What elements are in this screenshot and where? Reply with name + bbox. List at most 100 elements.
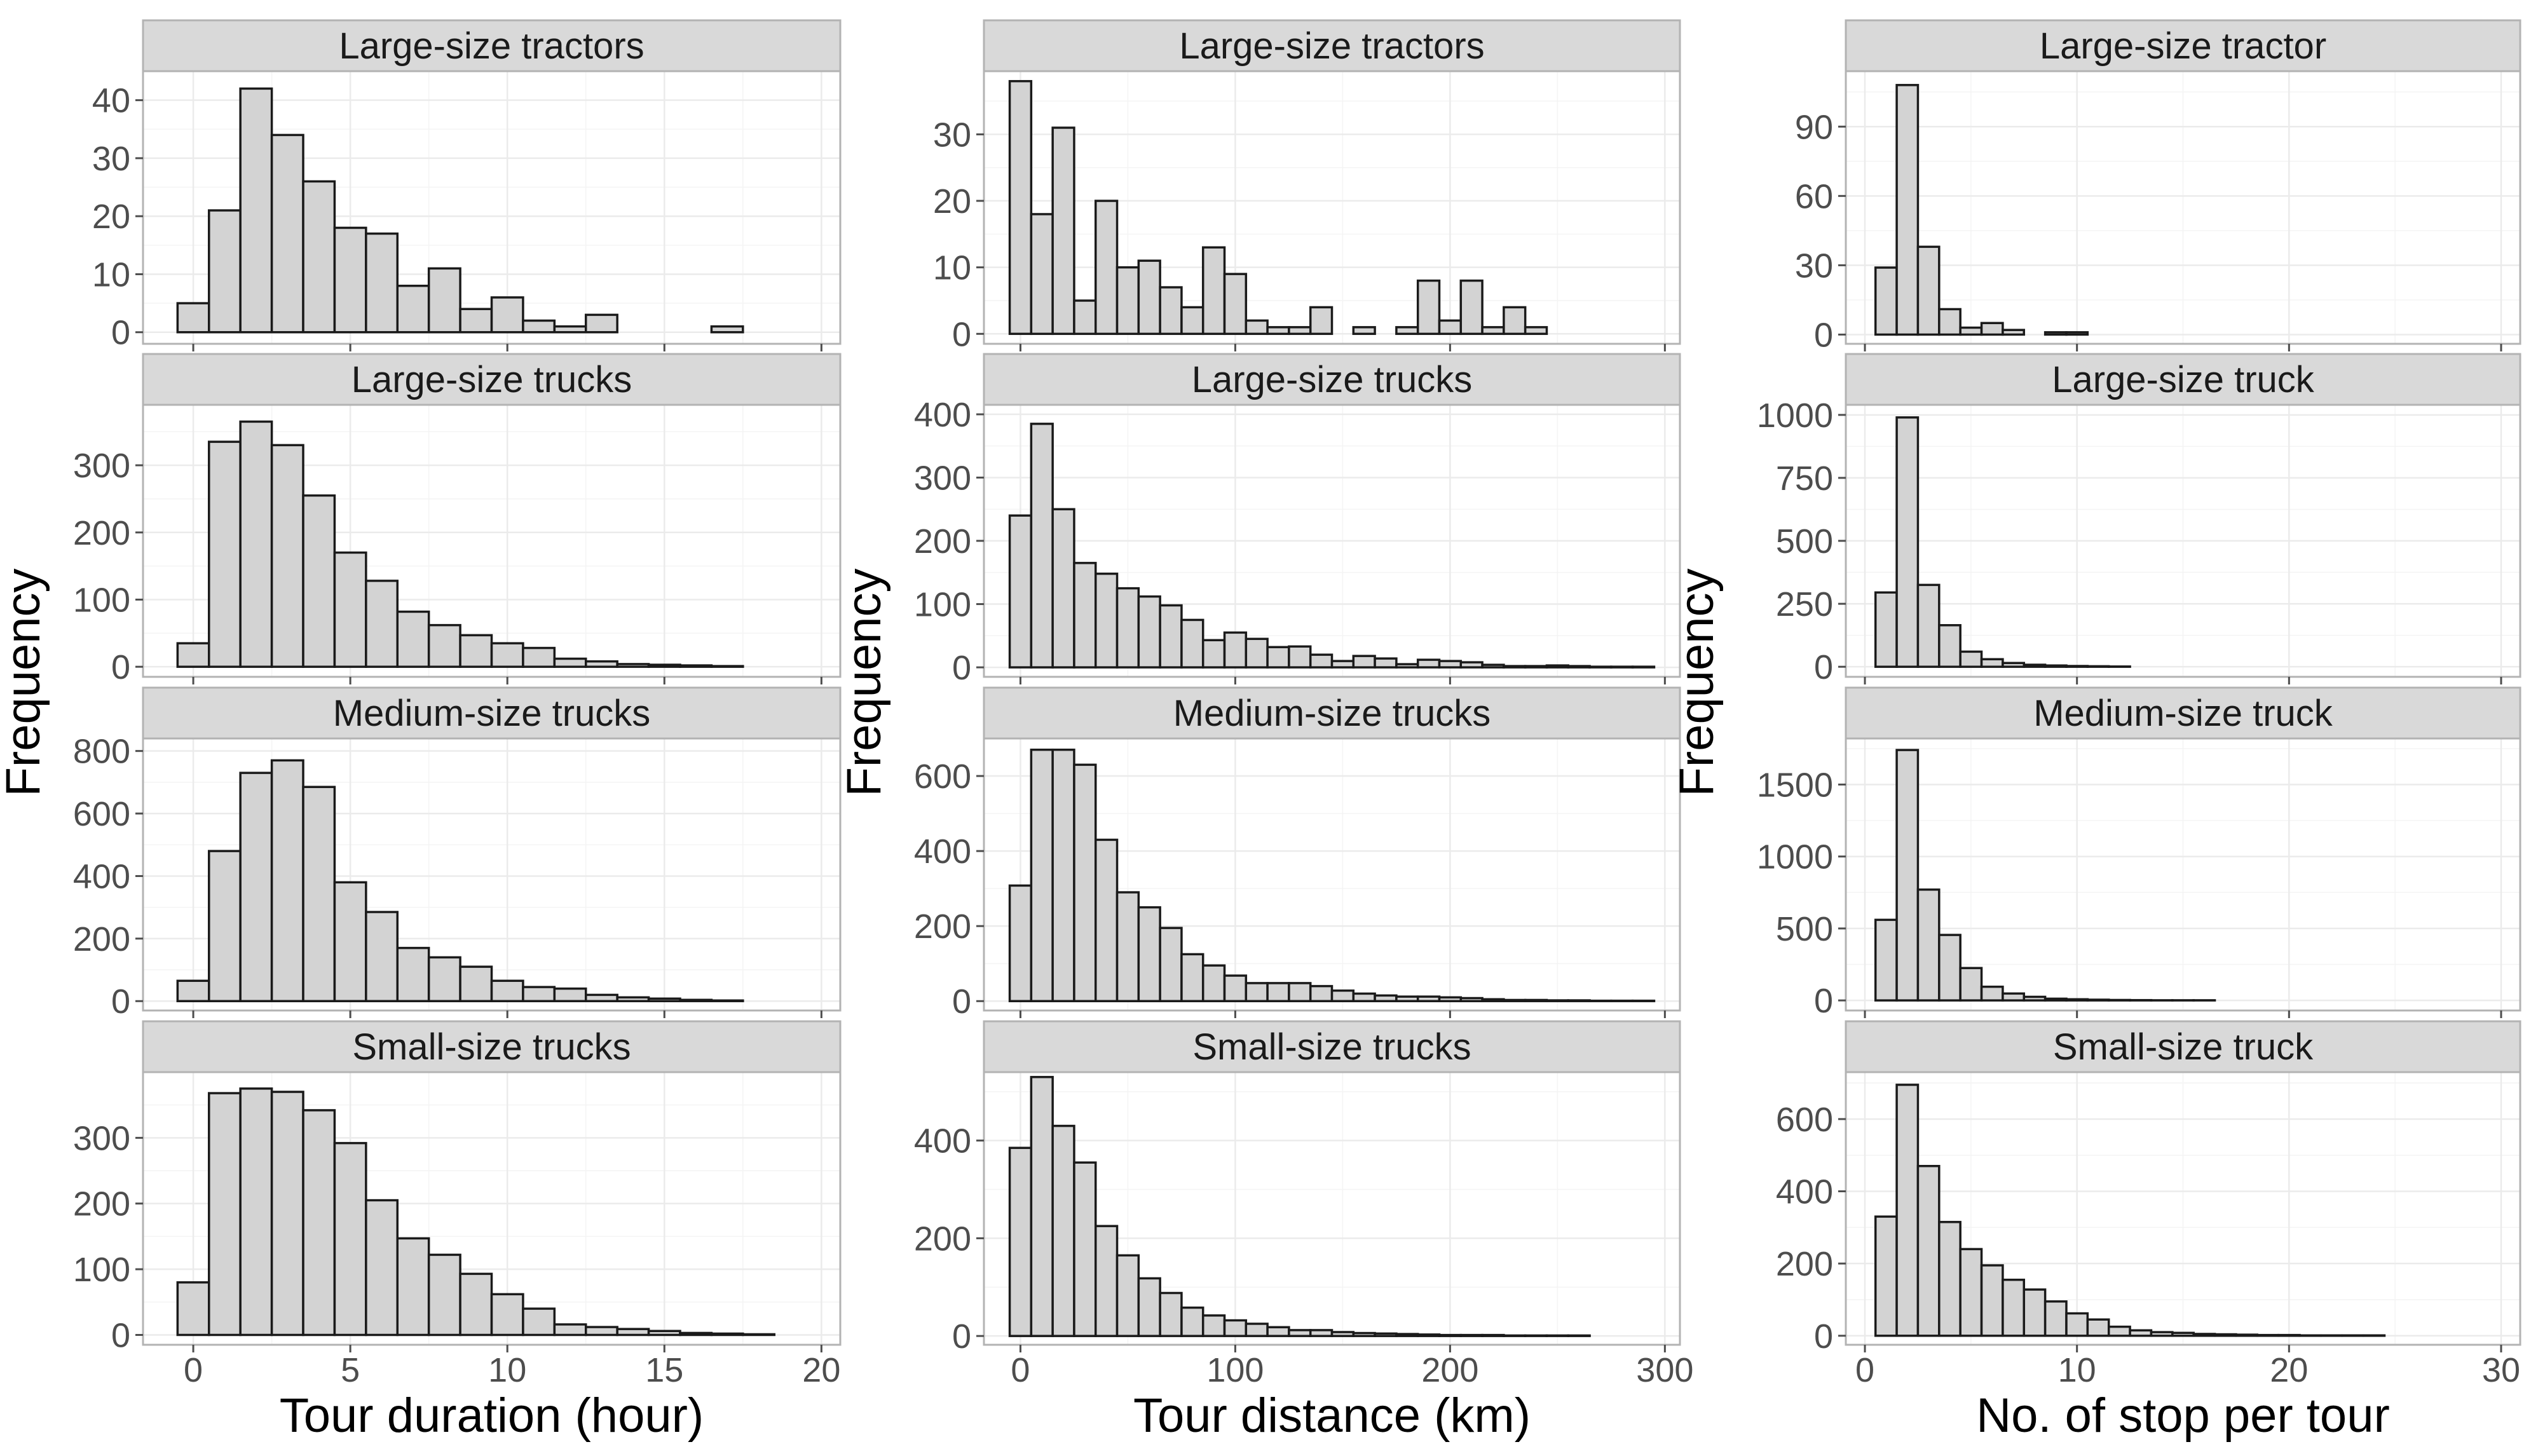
facet-panel: Large-size tractors 0 10 20 30 40: [92, 19, 842, 352]
x-tick-label: 0: [1855, 1351, 1874, 1389]
histogram-bar: [1245, 319, 1269, 336]
x-axis-title: No. of stop per tour: [1976, 1389, 2390, 1443]
histogram-bar: [2171, 1331, 2195, 1337]
histogram-bar: [459, 965, 493, 1002]
histogram-bar: [1545, 664, 1570, 669]
histogram-bar: [176, 642, 210, 668]
histogram-bar: [1374, 994, 1398, 1002]
y-tick-label: 500: [1776, 522, 1833, 561]
y-tick-label: 20: [933, 182, 971, 221]
y-tick-label: 400: [1776, 1173, 1833, 1211]
histogram-bar: [1180, 953, 1204, 1002]
histogram-bar: [1051, 508, 1075, 669]
histogram-bar: [679, 664, 713, 668]
histogram-bar: [333, 881, 367, 1002]
y-tick-label: 1000: [1757, 838, 1833, 876]
histogram-bar: [1395, 995, 1419, 1002]
histogram-bar: [584, 313, 618, 334]
histogram-bar: [2043, 1300, 2068, 1337]
facet-strip: [142, 353, 842, 406]
histogram-bar: [1008, 884, 1033, 1002]
histogram-bar: [1610, 999, 1634, 1002]
histogram-bar: [1073, 763, 1097, 1002]
histogram-bar: [2086, 665, 2110, 668]
x-tick-label: 15: [645, 1351, 683, 1389]
histogram-bar: [396, 284, 430, 334]
histogram-bar: [1352, 1331, 1376, 1337]
histogram-bar: [1416, 279, 1441, 336]
histogram-bar: [1895, 84, 1920, 336]
histogram-bar: [1094, 838, 1119, 1002]
histogram-bar: [1094, 1225, 1119, 1337]
facet-panel: Small-size truck 0 200 400 600 0 10 20 30: [1776, 1020, 2521, 1389]
histogram-bar: [1874, 266, 1898, 336]
y-tick-label: 60: [1795, 177, 1833, 215]
histogram-bar: [1266, 326, 1290, 336]
histogram-bar: [302, 1109, 336, 1337]
facet-strip-label: Large-size trucks: [1192, 359, 1473, 400]
histogram-bar: [396, 610, 430, 668]
histogram-bar: [1352, 992, 1376, 1002]
histogram-bar: [1980, 985, 2004, 1002]
histogram-bar: [427, 623, 461, 668]
histogram-bar: [1874, 1215, 1898, 1337]
histogram-bar: [1223, 974, 1248, 1002]
histogram-bar: [1588, 999, 1613, 1002]
histogram-bar: [1938, 934, 1961, 1002]
histogram-bar: [679, 1331, 713, 1337]
y-tick-label: 100: [73, 581, 130, 619]
histogram-bar: [1545, 1334, 1570, 1337]
histogram-bar: [1416, 995, 1441, 1002]
histogram-bar: [522, 1307, 556, 1337]
histogram-bar: [1073, 562, 1097, 669]
histogram-bar: [2362, 1334, 2386, 1337]
histogram-bar: [490, 979, 524, 1002]
histogram-bar: [553, 1323, 587, 1337]
facet-panel: Medium-size truck 0 500 1000 1500: [1757, 686, 2521, 1020]
histogram-bar: [1201, 964, 1226, 1002]
histogram-bar: [396, 946, 430, 1002]
histogram-bar: [2256, 1333, 2280, 1337]
y-tick-label: 0: [111, 1316, 130, 1354]
facet-strip-label: Small-size trucks: [352, 1026, 631, 1068]
histogram-bar: [1309, 1329, 1334, 1337]
facet-strip: [983, 19, 1681, 72]
histogram-bar: [2002, 992, 2026, 1002]
histogram-bar: [1916, 245, 1941, 336]
histogram-bar: [1916, 888, 1941, 1002]
histogram-bar: [2023, 1288, 2047, 1337]
histogram-bar: [1051, 748, 1075, 1002]
histogram-bar: [679, 998, 713, 1002]
histogram-bar: [1266, 982, 1290, 1002]
x-axis-title: Tour distance (km): [1133, 1389, 1531, 1443]
histogram-bar: [616, 663, 650, 668]
y-tick-label: 250: [1776, 585, 1833, 623]
histogram-bar: [1395, 663, 1419, 669]
histogram-bar: [208, 1092, 242, 1337]
y-tick-label: 400: [73, 857, 130, 895]
histogram-bar: [1980, 322, 2004, 336]
histogram-bar: [1073, 299, 1097, 336]
facet-strip: [1845, 1020, 2521, 1073]
facet-panel: Small-size trucks 0 200 400 0 100 200 300: [914, 1020, 1693, 1389]
histogram-bar: [1395, 326, 1419, 336]
x-tick-label: 20: [2270, 1351, 2308, 1389]
facet-panel: Large-size truck 0 250 500 750 1000: [1757, 353, 2521, 686]
histogram-bar: [2277, 1333, 2301, 1337]
histogram-bar: [239, 87, 273, 334]
histogram-bar: [710, 1332, 744, 1337]
histogram-bar: [1481, 998, 1505, 1002]
y-tick-label: 300: [914, 459, 971, 497]
histogram-bar: [1094, 200, 1119, 336]
histogram-bar: [365, 580, 399, 668]
histogram-bar: [1459, 997, 1484, 1002]
facet-strip-label: Small-size truck: [2053, 1026, 2314, 1068]
facet-panel: Medium-size trucks 0 200 400 600 800: [73, 686, 842, 1021]
histogram-bar: [1481, 326, 1505, 336]
facet-strip: [1845, 686, 2521, 740]
facet-strip: [1845, 353, 2521, 406]
facet-strip-label: Medium-size truck: [2033, 693, 2333, 734]
histogram-bar: [459, 1272, 493, 1337]
y-tick-label: 750: [1776, 459, 1833, 498]
